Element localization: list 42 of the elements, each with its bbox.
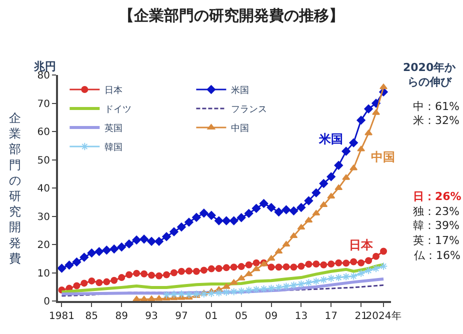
y-tick-label: 20: [37, 240, 50, 251]
chart-title: 【企業部門の研究開発費の推移】: [119, 6, 344, 25]
annotation: 中国: [371, 150, 395, 164]
text: 米：32%: [413, 114, 460, 127]
y-tick-label: 80: [37, 70, 50, 82]
legend-label: 米国: [231, 85, 250, 96]
x-tick-label: 2024年: [366, 310, 402, 322]
x-tick-label: 13: [294, 311, 308, 322]
x-tick-label: 21: [354, 311, 368, 322]
text: 企業部門の研究開発費: [9, 111, 21, 266]
y-tick-label: 30: [37, 212, 50, 223]
y-tick-label: 60: [37, 127, 50, 138]
x-tick-label: 01: [205, 311, 218, 322]
legend-label: 韓国: [104, 142, 123, 154]
legend-label: ドイツ: [104, 105, 132, 116]
annotation: 米国: [318, 132, 343, 146]
text: 仏：16%: [413, 249, 460, 262]
x-tick-label: 97: [175, 311, 188, 322]
text: 韓：39%: [413, 219, 460, 232]
text: 独：23%: [413, 205, 460, 218]
x-tick-label: 85: [85, 311, 98, 322]
text: 英：17%: [413, 234, 460, 247]
legend-label: 中国: [231, 123, 250, 134]
y-tick-label: 0: [44, 296, 50, 308]
annotation: 日本: [349, 238, 374, 252]
legend-label: 日本: [104, 85, 123, 96]
legend-label: フランス: [231, 105, 268, 116]
x-tick-label: 17: [324, 311, 338, 322]
y-tick-label: 40: [37, 184, 50, 194]
y-tick-label: 10: [37, 268, 50, 280]
text: 中：61%: [413, 100, 460, 113]
x-tick-label: 09: [264, 311, 278, 322]
x-tick-label: 89: [115, 311, 128, 322]
x-tick-label: 93: [145, 311, 158, 322]
text: 2020年からの伸び: [403, 61, 457, 88]
text: 日：26%: [413, 190, 462, 203]
legend-label: 英国: [104, 123, 123, 134]
y-tick-label: 50: [37, 155, 50, 166]
text: 兆円: [33, 60, 56, 73]
x-tick-label: 05: [234, 311, 248, 322]
y-tick-label: 70: [37, 98, 50, 110]
x-tick-label: 1981: [49, 311, 74, 322]
